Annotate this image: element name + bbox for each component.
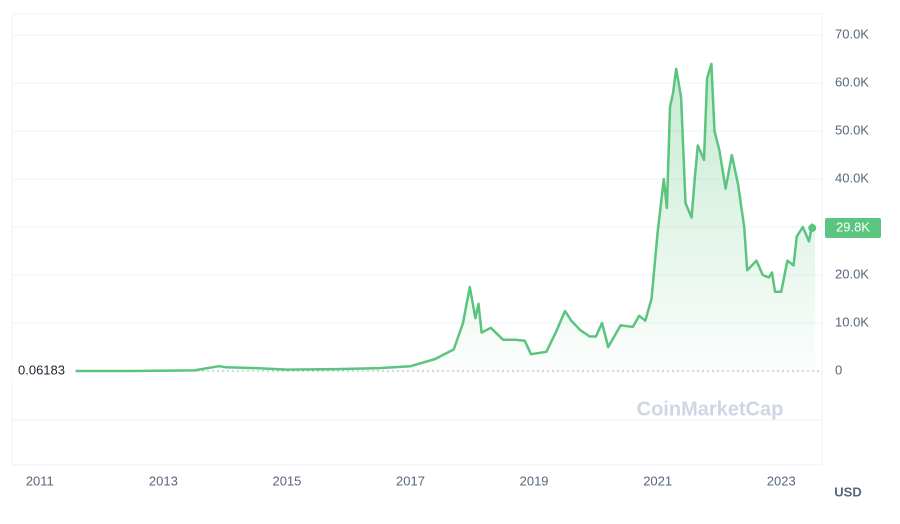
x-tick-label: 2021 <box>643 473 672 488</box>
y-tick-label: 40.0K <box>835 171 869 186</box>
start-price-box <box>12 360 74 381</box>
price-line <box>75 62 817 373</box>
watermark: CoinMarketCap <box>637 398 784 420</box>
x-tick-label: 2023 <box>767 473 796 488</box>
y-tick-label: 0 <box>835 362 842 377</box>
start-price-label: 0.06183 <box>18 362 65 377</box>
y-tick-label: 20.0K <box>835 266 869 281</box>
y-tick-label: 10.0K <box>835 314 869 329</box>
y-unit: USD <box>834 484 861 499</box>
y-tick-label: 50.0K <box>835 123 869 138</box>
last-point <box>808 224 817 233</box>
y-tick-label: 70.0K <box>835 27 869 42</box>
last-price-label: 29.8K <box>836 219 870 234</box>
x-tick-label: 2013 <box>149 473 178 488</box>
plot-frame <box>11 13 823 466</box>
x-tick-label: 2019 <box>520 473 549 488</box>
x-tick-label: 2017 <box>396 473 425 488</box>
y-tick-label: 60.0K <box>835 75 869 90</box>
x-tick-label: 2011 <box>26 473 54 488</box>
price-area <box>75 63 816 372</box>
x-tick-label: 2015 <box>272 473 301 488</box>
last-price-badge <box>825 218 881 239</box>
